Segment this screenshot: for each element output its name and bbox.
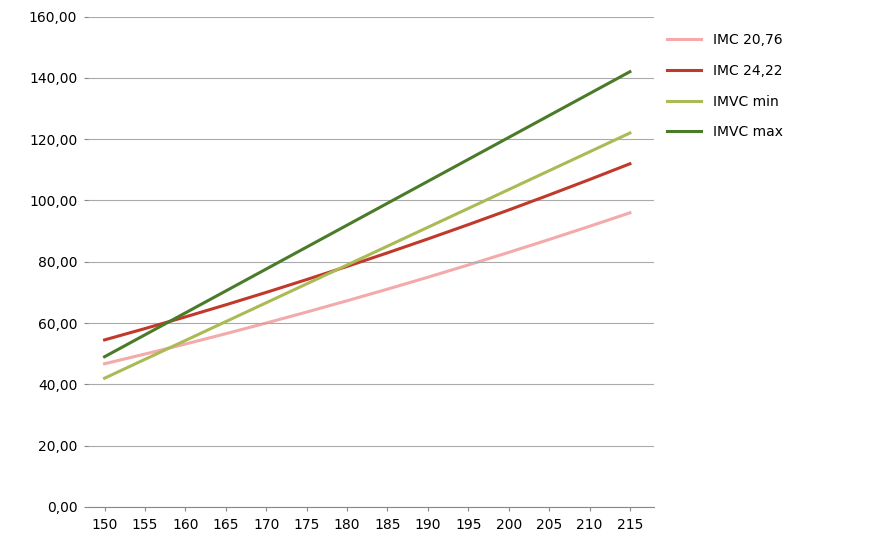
IMC 20,76	[382, 286, 392, 293]
IMC 24,22	[463, 222, 474, 228]
IMVC min	[342, 262, 353, 268]
IMC 24,22	[342, 263, 353, 269]
IMVC min	[99, 375, 110, 381]
IMVC min	[625, 129, 636, 136]
IMC 24,22	[99, 337, 110, 343]
IMVC max	[140, 332, 150, 338]
IMVC min	[261, 299, 271, 306]
IMVC max	[382, 200, 392, 207]
IMC 20,76	[544, 236, 554, 243]
IMVC max	[220, 288, 231, 294]
IMVC min	[584, 149, 595, 155]
IMC 20,76	[220, 331, 231, 337]
IMVC min	[140, 356, 150, 363]
IMC 24,22	[140, 325, 150, 332]
IMC 24,22	[584, 176, 595, 183]
IMC 20,76	[99, 360, 110, 367]
IMC 24,22	[301, 276, 312, 283]
Line: IMC 20,76: IMC 20,76	[104, 213, 630, 364]
IMC 20,76	[584, 223, 595, 230]
IMC 20,76	[301, 309, 312, 315]
Line: IMC 24,22: IMC 24,22	[104, 164, 630, 340]
IMC 20,76	[140, 351, 150, 358]
IMVC min	[463, 205, 474, 212]
IMVC max	[342, 222, 353, 229]
IMVC max	[99, 353, 110, 360]
IMC 20,76	[423, 274, 433, 280]
IMVC min	[382, 243, 392, 250]
IMC 20,76	[180, 341, 191, 347]
IMVC max	[261, 266, 271, 272]
IMVC min	[423, 224, 433, 231]
IMC 24,22	[261, 289, 271, 296]
IMC 20,76	[625, 209, 636, 216]
IMVC min	[301, 280, 312, 287]
IMC 24,22	[382, 250, 392, 256]
IMC 20,76	[463, 262, 474, 268]
IMVC max	[625, 68, 636, 75]
Legend: IMC 20,76, IMC 24,22, IMVC min, IMVC max: IMC 20,76, IMC 24,22, IMVC min, IMVC max	[667, 33, 782, 139]
IMC 24,22	[180, 314, 191, 320]
IMC 24,22	[423, 236, 433, 242]
IMC 24,22	[220, 301, 231, 308]
IMVC max	[503, 134, 514, 141]
IMC 20,76	[261, 320, 271, 326]
IMVC max	[584, 90, 595, 97]
Line: IMVC max: IMVC max	[104, 72, 630, 356]
Line: IMVC min: IMVC min	[104, 133, 630, 378]
IMVC min	[180, 337, 191, 344]
IMC 24,22	[503, 207, 514, 213]
IMC 24,22	[544, 192, 554, 198]
IMVC max	[180, 310, 191, 316]
IMVC max	[423, 178, 433, 185]
IMVC min	[503, 186, 514, 193]
IMVC min	[544, 168, 554, 174]
IMVC max	[544, 112, 554, 119]
IMC 24,22	[625, 160, 636, 167]
IMVC max	[463, 156, 474, 163]
IMC 20,76	[342, 298, 353, 304]
IMVC min	[220, 318, 231, 325]
IMC 20,76	[503, 249, 514, 256]
IMVC max	[301, 244, 312, 250]
